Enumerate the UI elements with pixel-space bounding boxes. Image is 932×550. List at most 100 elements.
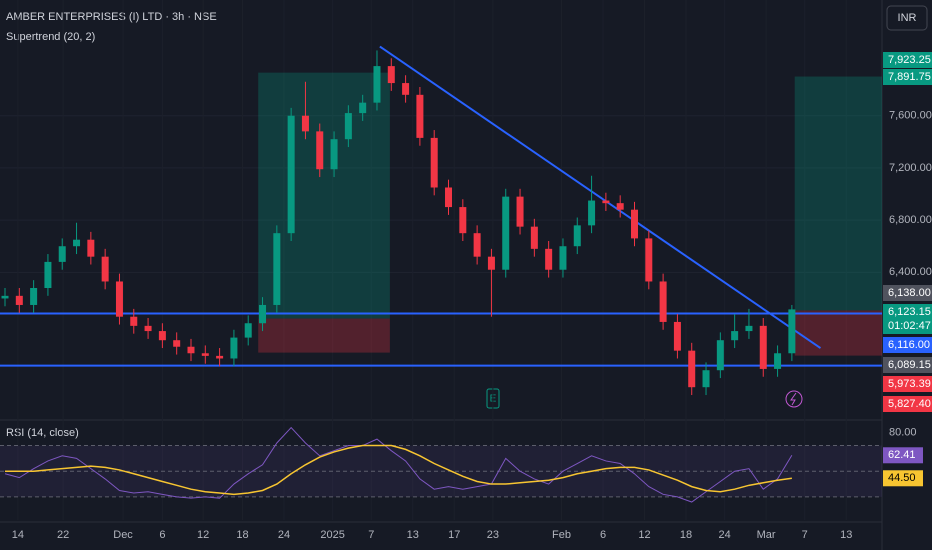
candle-body <box>216 355 224 359</box>
x-tick-label: 22 <box>57 529 69 541</box>
candle-body <box>287 115 295 234</box>
x-tick-label: Mar <box>757 529 776 541</box>
price-label: 7,923.25 <box>888 54 931 66</box>
candle-body <box>330 139 338 170</box>
candle-body <box>774 353 782 369</box>
price-label: 6,138.00 <box>888 287 931 299</box>
x-tick-label: 23 <box>487 529 499 541</box>
candle-body <box>759 325 767 369</box>
x-tick-label: Feb <box>552 529 571 541</box>
candle-body <box>259 304 267 324</box>
candle-body <box>516 196 524 227</box>
x-tick-label: 13 <box>407 529 419 541</box>
y-tick-label: 6,800.00 <box>889 214 932 226</box>
candle-body <box>230 337 238 359</box>
trendline <box>379 45 822 349</box>
candle-body <box>73 239 81 247</box>
candle-body <box>173 340 181 347</box>
candle-body <box>502 196 510 270</box>
x-tick-label: 12 <box>638 529 650 541</box>
candle-body <box>101 256 109 282</box>
price-label: 01:02:47 <box>888 320 931 332</box>
chart-title: AMBER ENTERPRISES (I) LTD · 3h · NSE <box>6 11 217 23</box>
candle-body <box>30 288 38 305</box>
candle-body <box>588 200 596 226</box>
price-label-box <box>883 304 932 320</box>
x-tick-label: 24 <box>278 529 290 541</box>
rsi-line <box>4 426 793 503</box>
candle-body <box>630 209 638 239</box>
x-tick-label: 7 <box>802 529 808 541</box>
price-label-box <box>883 69 932 85</box>
price-label-box <box>883 396 932 412</box>
candle-body <box>416 94 424 138</box>
x-tick-label: 7 <box>368 529 374 541</box>
price-label: 6,116.00 <box>888 339 930 351</box>
candle-body <box>58 246 66 262</box>
candle-body <box>559 246 567 270</box>
price-label-box <box>883 52 932 68</box>
rsi-tick-label: 80.00 <box>889 427 917 439</box>
candle-body <box>602 200 610 204</box>
x-tick-label: 6 <box>159 529 165 541</box>
rsi-title: RSI (14, close) <box>6 427 79 439</box>
candle-body <box>387 66 395 84</box>
x-tick-label: 24 <box>719 529 731 541</box>
candle-body <box>487 256 495 270</box>
indicator-label: Supertrend (20, 2) <box>6 31 95 43</box>
price-label-box <box>883 337 932 353</box>
candle-body <box>616 203 624 210</box>
position-target <box>794 76 882 311</box>
candle-body <box>359 102 367 114</box>
candle-body <box>158 331 166 341</box>
candle-body <box>545 248 553 270</box>
candle-body <box>530 226 538 249</box>
candle-body <box>788 309 796 354</box>
candle-body <box>645 238 653 282</box>
x-tick-label: 14 <box>12 529 24 541</box>
candle-body <box>115 281 123 317</box>
price-label-box <box>883 376 932 392</box>
rsi-line <box>5 444 792 496</box>
rsi-last-label: 44.50 <box>888 472 916 484</box>
rsi-last-box <box>883 470 923 487</box>
price-label: 5,973.39 <box>888 378 931 390</box>
dividend-icon[interactable] <box>785 390 803 408</box>
currency-box[interactable] <box>886 5 928 31</box>
candle-body <box>659 281 667 322</box>
x-tick-label: 17 <box>448 529 460 541</box>
price-label: 6,089.15 <box>888 359 931 371</box>
x-tick-label: 6 <box>600 529 606 541</box>
candle-body <box>716 340 724 371</box>
x-tick-label: 13 <box>840 529 852 541</box>
candle-body <box>459 207 467 234</box>
price-label-box <box>883 285 932 301</box>
lightning-icon <box>790 392 797 406</box>
x-tick-label: 18 <box>680 529 692 541</box>
candle-body <box>745 325 753 332</box>
candle-body <box>130 316 138 326</box>
rsi-last-label: 62.41 <box>888 449 916 461</box>
candle-body <box>201 353 209 356</box>
candle-body <box>144 325 152 332</box>
x-tick-label: 2025 <box>320 529 344 541</box>
candle-body <box>673 321 681 351</box>
currency[interactable]: INR <box>898 12 917 24</box>
candle-body <box>445 187 453 208</box>
candle-body <box>244 323 252 338</box>
price-label-box <box>883 318 932 334</box>
candle-body <box>688 350 696 388</box>
candle-body <box>702 370 710 388</box>
x-tick-label: 12 <box>197 529 209 541</box>
candle-body <box>301 115 309 132</box>
candle-body <box>316 131 324 170</box>
y-tick-label: 7,600.00 <box>889 110 932 122</box>
price-label: 7,891.75 <box>888 71 931 83</box>
candle-body <box>573 225 581 247</box>
rsi-last-box <box>883 447 923 464</box>
candle-body <box>731 331 739 341</box>
position-stop <box>794 310 882 356</box>
candle-body <box>44 261 52 288</box>
